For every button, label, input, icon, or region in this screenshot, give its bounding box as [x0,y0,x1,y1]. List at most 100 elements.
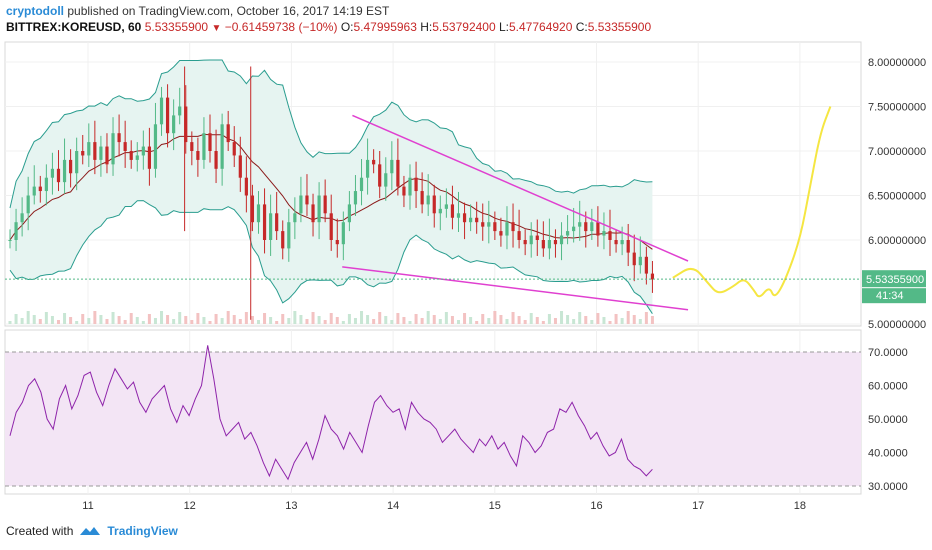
candle-body [262,204,267,240]
volume-bar [378,312,382,324]
candle-body [8,240,12,241]
tradingview-brand[interactable]: TradingView [107,524,178,538]
candle-body [481,222,485,227]
y-tick-label: 8.00000000 [868,57,926,69]
volume-bar [650,316,654,324]
candle-body [238,155,242,178]
volume-bar [214,314,218,324]
candle-body [596,222,600,236]
candle-body [311,204,315,223]
candle-body [650,273,655,280]
volume-bar [523,320,527,324]
volume-bar [402,317,406,324]
candle-body [390,159,394,174]
candle-body [438,208,442,214]
candle-body [214,151,218,169]
wedge-lower-trendline [342,266,689,311]
created-with-text: Created with [6,524,74,538]
candle-body [123,142,127,151]
volume-bar [511,312,515,324]
candle-body [644,256,648,274]
volume-bar [81,314,85,324]
volume-bar [390,320,394,324]
candle-body [626,240,630,253]
volume-bar [287,318,291,324]
volume-bar [147,314,151,324]
candle-body [384,173,388,187]
volume-bar [311,312,315,324]
low-value: 5.47764920 [509,20,573,34]
volume-bar [129,313,133,324]
candle-body [365,159,370,178]
volume-bar [93,311,97,324]
bollinger-lower-line [9,200,653,314]
candle-body [469,217,473,223]
volume-bar [590,320,594,324]
open-value: 5.47995963 [353,20,417,34]
candle-body [578,222,582,227]
candle-body [20,213,24,223]
candle-body [269,213,273,240]
last-price-label: 5.53355900 [866,274,924,286]
chart-canvas[interactable]: 11 12 13 14 15 16 17 18 8.00000000 7.50000000 7.00… [0,0,932,520]
y-tick-label: 5.00000000 [868,319,926,331]
volume-bar [38,319,42,324]
volume-bar [99,315,103,324]
volume-bar [414,314,418,324]
candle-body [299,195,303,214]
volume-bar [26,311,30,324]
volume-bar [578,312,582,324]
candle-body [305,195,309,205]
candle-body [529,235,533,245]
candle-body [547,240,552,249]
candle-body [329,213,333,240]
volume-bar [111,312,115,324]
candle-body [602,231,606,236]
candle-body [172,115,176,134]
volume-bar [8,321,12,324]
volume-bar [360,311,364,324]
candle-body [541,240,545,249]
volume-bar [450,316,454,324]
candle-body [244,177,248,196]
volume-bar [644,312,648,324]
volume-bar [69,317,73,324]
wedge-upper-trendline [352,114,689,262]
candle-body [347,204,351,223]
candle-body [196,151,200,160]
candle-body [159,97,164,125]
volume-bar [632,315,636,324]
volume-bar [63,313,67,324]
candle-body [353,191,358,205]
volume-bar [75,321,79,324]
last-price-tag [862,270,926,288]
volume-bar [372,319,376,324]
volume-bar [117,316,121,324]
volume-bar [541,321,545,324]
candle-body [323,195,327,214]
candle-body [565,231,570,236]
candle-body [147,146,151,169]
volume-bar [281,314,285,324]
author-link[interactable]: cryptodoll [6,4,65,18]
volume-bar [226,311,230,324]
candle-body [517,231,521,240]
volume-bar [566,315,570,324]
volume-bar [220,318,224,324]
candle-body [462,213,467,223]
candle-body [535,235,539,240]
candle-body [153,124,158,169]
candle-body [590,222,594,232]
volume-bar [366,315,370,324]
volume-bar [408,321,412,324]
candle-body [232,142,236,156]
volume-bar [238,319,242,324]
volume-bar [196,313,200,324]
volume-bar [269,317,273,324]
volume-bar [50,316,54,324]
rsi-tick-label: 70.0000 [868,347,908,359]
symbol-label: BITTREX:KOREUSD, 60 [6,20,142,34]
volume-bar [499,315,503,324]
candle-body [208,133,212,151]
volume-bar [153,318,157,324]
